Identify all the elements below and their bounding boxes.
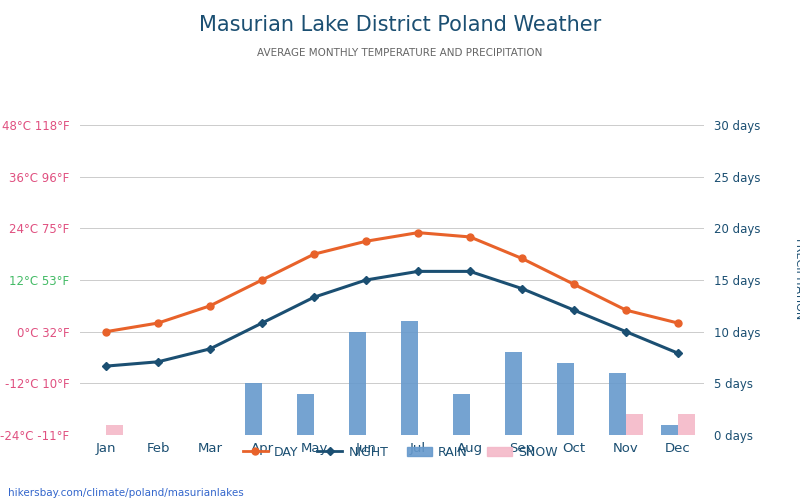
Bar <box>506 352 522 435</box>
Legend: DAY, NIGHT, RAIN, SNOW: DAY, NIGHT, RAIN, SNOW <box>238 441 562 464</box>
Bar <box>246 384 262 435</box>
Bar <box>626 414 642 435</box>
Text: AVERAGE MONTHLY TEMPERATURE AND PRECIPITATION: AVERAGE MONTHLY TEMPERATURE AND PRECIPIT… <box>258 48 542 58</box>
Bar <box>610 373 626 435</box>
Bar <box>678 414 694 435</box>
Bar <box>106 424 122 435</box>
Text: hikersbay.com/climate/poland/masurianlakes: hikersbay.com/climate/poland/masurianlak… <box>8 488 244 498</box>
Bar <box>558 362 574 435</box>
Bar <box>454 394 470 435</box>
Bar <box>350 332 366 435</box>
Bar <box>298 394 314 435</box>
Bar <box>662 424 678 435</box>
Text: Masurian Lake District Poland Weather: Masurian Lake District Poland Weather <box>199 15 601 35</box>
Y-axis label: PRECIPITATION: PRECIPITATION <box>793 239 800 321</box>
Bar <box>402 322 418 435</box>
